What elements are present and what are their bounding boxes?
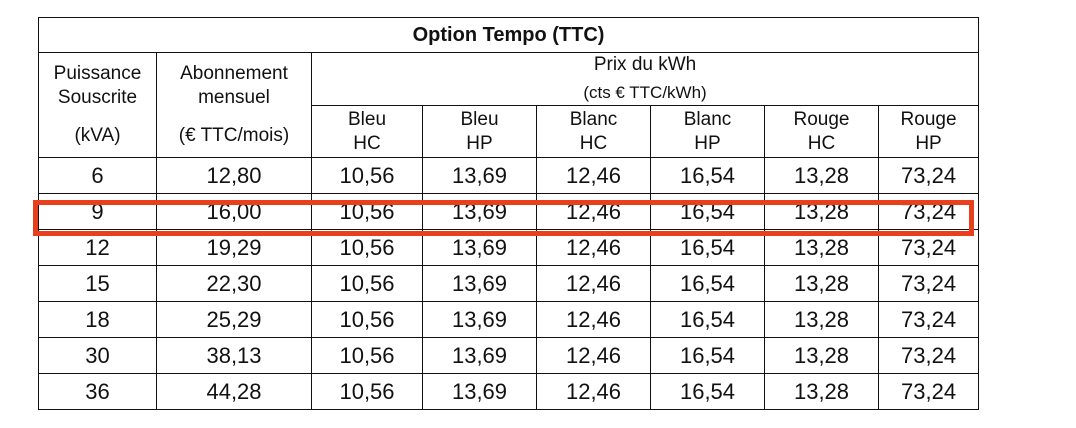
price-cell: 73,24 — [877, 193, 980, 230]
tempo-price-table: Option Tempo (TTC) Puissance Souscrite (… — [37, 17, 980, 410]
abonnement-cell: 44,28 — [156, 373, 312, 410]
price-cell: 10,56 — [311, 157, 423, 194]
kva-cell: 18 — [38, 301, 157, 338]
price-cell: 16,54 — [650, 373, 765, 410]
header-bleu-hp: Bleu HP — [422, 105, 537, 158]
price-cell: 12,46 — [536, 373, 651, 410]
table-title: Option Tempo (TTC) — [37, 17, 980, 53]
price-cell: 16,54 — [650, 301, 765, 338]
header-rouge-hp: Rouge HP — [877, 105, 980, 158]
price-cell: 13,69 — [422, 265, 537, 302]
price-cell: 73,24 — [877, 229, 980, 266]
abonnement-cell: 25,29 — [156, 301, 312, 338]
abonnement-cell: 16,00 — [156, 193, 312, 230]
header-prix-kwh: Prix du kWh (cts € TTC/kWh) — [310, 52, 980, 106]
price-cell: 16,54 — [650, 337, 765, 374]
header-bleu-hc: Bleu HC — [311, 105, 423, 158]
table-row: 15 22,30 10,56 13,69 12,46 16,54 13,28 73,24 — [38, 265, 980, 302]
price-cell: 10,56 — [311, 193, 423, 230]
header-puissance: Puissance Souscrite (kVA) — [38, 52, 157, 158]
price-cell: 13,28 — [764, 373, 879, 410]
kva-cell: 12 — [38, 229, 157, 266]
price-cell: 13,28 — [764, 265, 879, 302]
price-cell: 10,56 — [311, 301, 423, 338]
price-cell: 73,24 — [877, 265, 980, 302]
header-puissance-unit: (kVA) — [74, 125, 121, 146]
kva-cell: 15 — [38, 265, 157, 302]
price-cell: 12,46 — [536, 193, 651, 230]
price-cell: 10,56 — [311, 337, 423, 374]
price-cell: 12,46 — [536, 157, 651, 194]
header-prix-unit: (cts € TTC/kWh) — [583, 83, 707, 102]
price-cell: 13,28 — [764, 157, 879, 194]
price-cell: 13,28 — [764, 301, 879, 338]
header-puissance-line1: Puissance — [53, 63, 142, 84]
header-abonnement-line1: Abonnement — [180, 63, 288, 84]
price-cell: 73,24 — [877, 301, 980, 338]
abonnement-cell: 22,30 — [156, 265, 312, 302]
kva-cell: 30 — [38, 337, 157, 374]
price-cell: 13,69 — [422, 301, 537, 338]
price-cell: 10,56 — [311, 265, 423, 302]
price-cell: 73,24 — [877, 373, 980, 410]
price-cell: 13,69 — [422, 373, 537, 410]
header-abonnement: Abonnement mensuel (€ TTC/mois) — [156, 52, 312, 158]
abonnement-cell: 12,80 — [156, 157, 312, 194]
table-row: 36 44,28 10,56 13,69 12,46 16,54 13,28 73,24 — [38, 373, 980, 410]
price-cell: 13,69 — [422, 229, 537, 266]
kva-cell: 6 — [38, 157, 157, 194]
price-cell: 16,54 — [650, 157, 765, 194]
header-abonnement-unit: (€ TTC/mois) — [178, 125, 290, 146]
price-cell: 10,56 — [311, 373, 423, 410]
price-cell: 13,28 — [764, 337, 879, 374]
price-cell: 12,46 — [536, 229, 651, 266]
price-cell: 13,28 — [764, 229, 879, 266]
header-blanc-hc: Blanc HC — [536, 105, 651, 158]
price-cell: 13,69 — [422, 337, 537, 374]
price-cell: 16,54 — [650, 265, 765, 302]
header-blanc-hp: Blanc HP — [650, 105, 765, 158]
price-cell: 16,54 — [650, 193, 765, 230]
header-puissance-line2: Souscrite — [57, 87, 138, 108]
header-prix-label: Prix du kWh — [593, 54, 697, 75]
price-cell: 13,69 — [422, 157, 537, 194]
price-cell: 16,54 — [650, 229, 765, 266]
table-row: 9 16,00 10,56 13,69 12,46 16,54 13,28 73,24 — [38, 193, 980, 230]
abonnement-cell: 19,29 — [156, 229, 312, 266]
price-cell: 12,46 — [536, 265, 651, 302]
kva-cell: 36 — [38, 373, 157, 410]
table-row: 30 38,13 10,56 13,69 12,46 16,54 13,28 73,24 — [38, 337, 980, 374]
price-cell: 73,24 — [877, 157, 980, 194]
price-cell: 12,46 — [536, 337, 651, 374]
abonnement-cell: 38,13 — [156, 337, 312, 374]
table-row: 12 19,29 10,56 13,69 12,46 16,54 13,28 73,24 — [38, 229, 980, 266]
price-cell: 12,46 — [536, 301, 651, 338]
price-cell: 10,56 — [311, 229, 423, 266]
price-cell: 13,28 — [764, 193, 879, 230]
table-row: 18 25,29 10,56 13,69 12,46 16,54 13,28 73,24 — [38, 301, 980, 338]
price-cell: 13,69 — [422, 193, 537, 230]
price-cell: 73,24 — [877, 337, 980, 374]
kva-cell: 9 — [38, 193, 157, 230]
header-rouge-hc: Rouge HC — [764, 105, 879, 158]
table-row: 6 12,80 10,56 13,69 12,46 16,54 13,28 73,24 — [38, 157, 980, 194]
header-abonnement-line2: mensuel — [198, 87, 270, 108]
